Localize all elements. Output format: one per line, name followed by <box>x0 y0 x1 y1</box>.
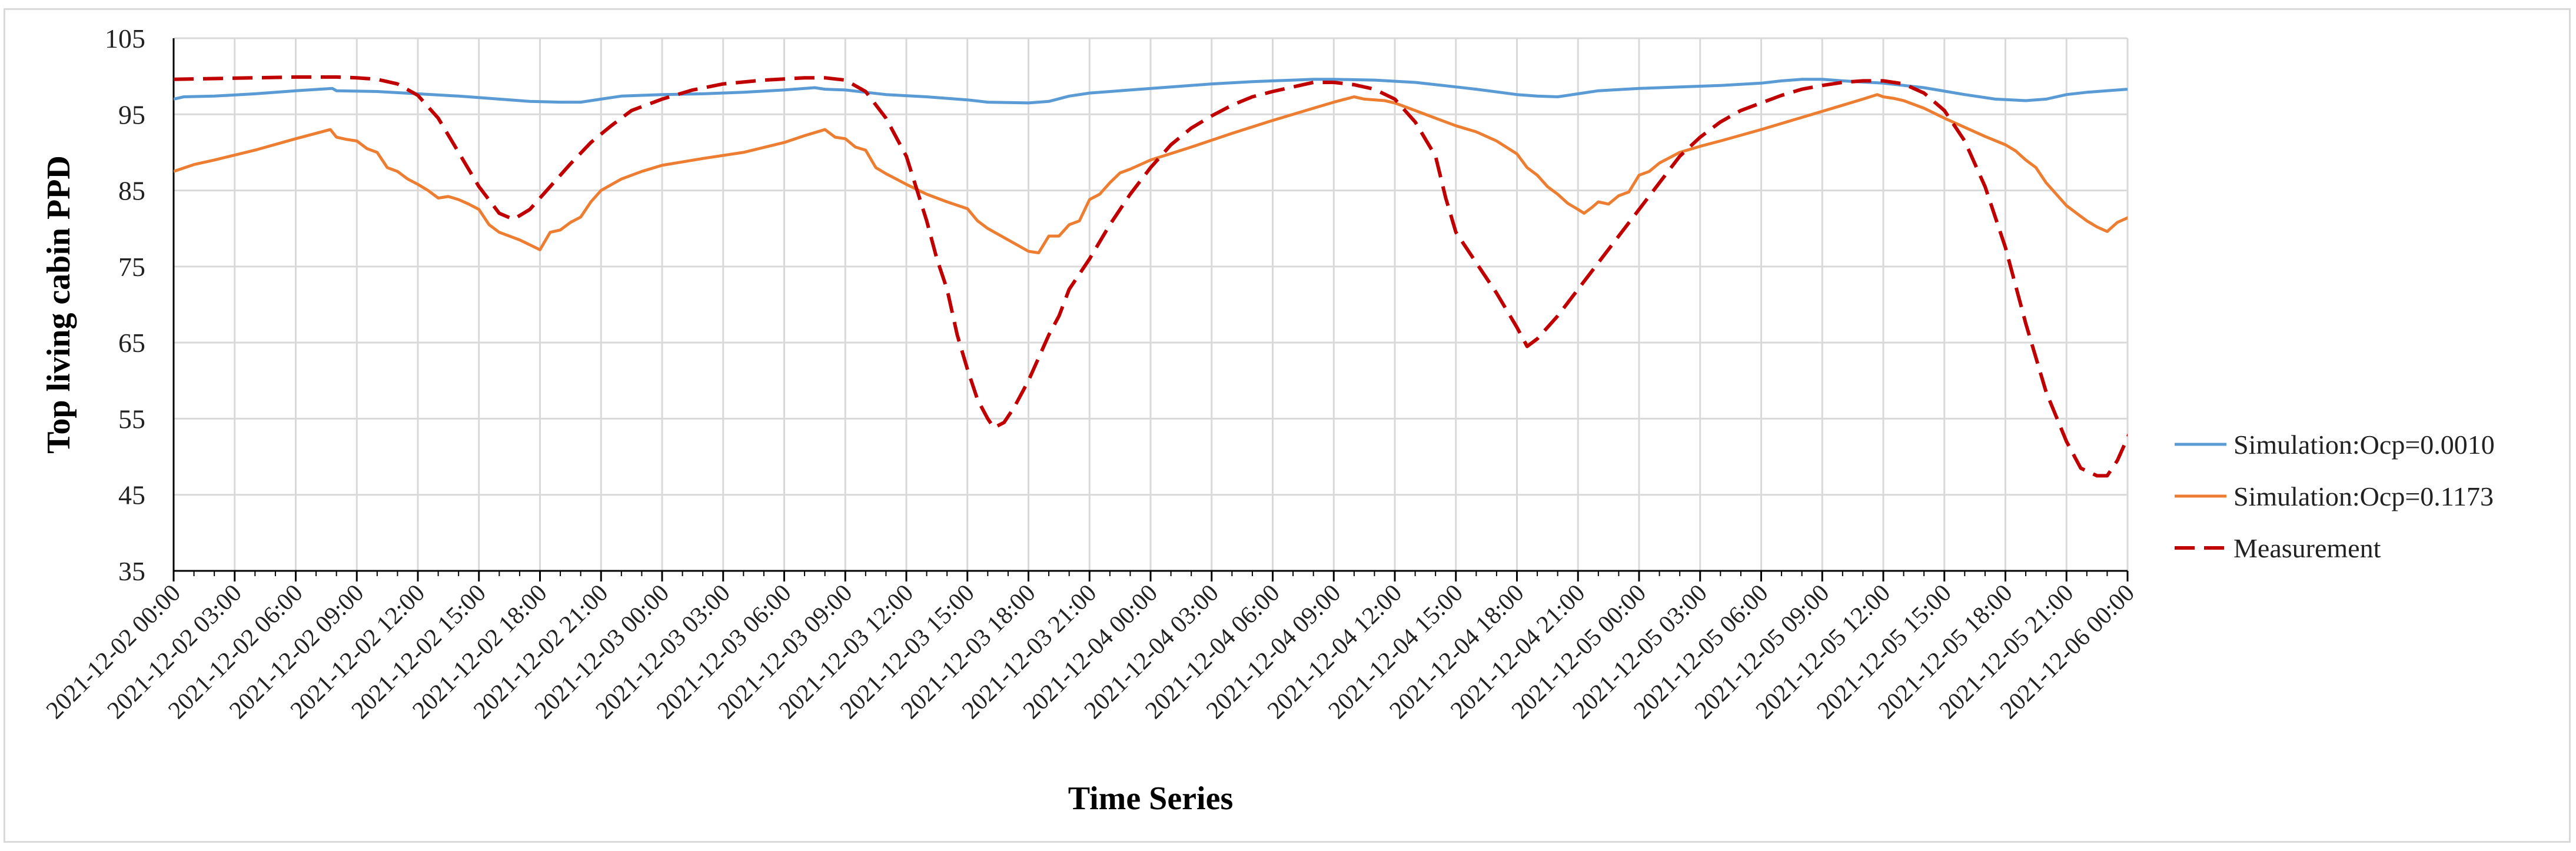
series-line-3 <box>174 75 2128 478</box>
legend-label-2: Simulation:Ocp=0.1173 <box>2233 481 2494 511</box>
y-tick-label: 95 <box>118 99 145 129</box>
axes <box>172 38 2129 581</box>
grid <box>172 37 2129 572</box>
legend: Simulation:Ocp=0.0010 Simulation:Ocp=0.11… <box>2175 430 2495 563</box>
y-tick-label: 65 <box>118 328 145 358</box>
y-tick-label: 35 <box>118 556 145 586</box>
y-tick-label: 45 <box>118 480 145 510</box>
y-tick-label: 75 <box>118 252 145 282</box>
series-line-2 <box>174 93 2128 255</box>
y-tick-label: 55 <box>118 404 145 434</box>
legend-label-3: Measurement <box>2233 533 2381 563</box>
legend-label-1: Simulation:Ocp=0.0010 <box>2233 430 2495 460</box>
series-lines <box>174 75 2128 478</box>
y-axis-title: Top living cabin PPD <box>41 155 77 454</box>
chart-frame <box>4 8 2571 843</box>
x-axis-title: Time Series <box>1068 780 1233 817</box>
y-tick-label: 85 <box>118 176 145 206</box>
y-tick-label: 105 <box>105 24 145 54</box>
series-line-1 <box>174 78 2128 105</box>
